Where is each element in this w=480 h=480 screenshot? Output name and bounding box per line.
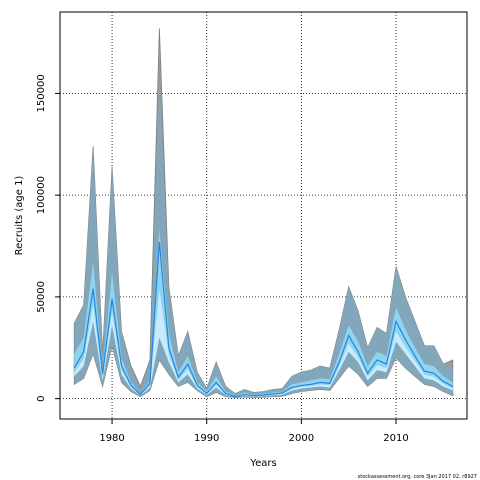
y-tick-label-0: 0 <box>36 395 47 401</box>
plot-frame <box>59 11 468 420</box>
x-tick-label-1980: 1980 <box>99 433 124 444</box>
x-tick-label-2000: 2000 <box>289 433 314 444</box>
x-tick-label-1990: 1990 <box>194 433 219 444</box>
x-tick-label-2010: 2010 <box>383 433 408 444</box>
estimate-line-layer <box>73 241 454 398</box>
y-axis-title: Recruits (age 1) <box>14 176 25 256</box>
band-overlap-region <box>74 77 453 398</box>
y-tick-label-150000: 150000 <box>36 74 47 112</box>
y-tick-label-100000: 100000 <box>36 176 47 214</box>
y-tick-label-50000: 50000 <box>36 281 47 313</box>
confidence-bands <box>73 28 454 399</box>
estimate-line <box>73 241 454 398</box>
footer-credit: stockassessment.org, core 3Jan 2017 02, … <box>358 474 477 480</box>
y-axis: 0 50000 100000 150000 <box>36 74 60 402</box>
x-axis: 1980 1990 2000 2010 <box>99 419 409 444</box>
x-axis-title: Years <box>249 458 276 469</box>
